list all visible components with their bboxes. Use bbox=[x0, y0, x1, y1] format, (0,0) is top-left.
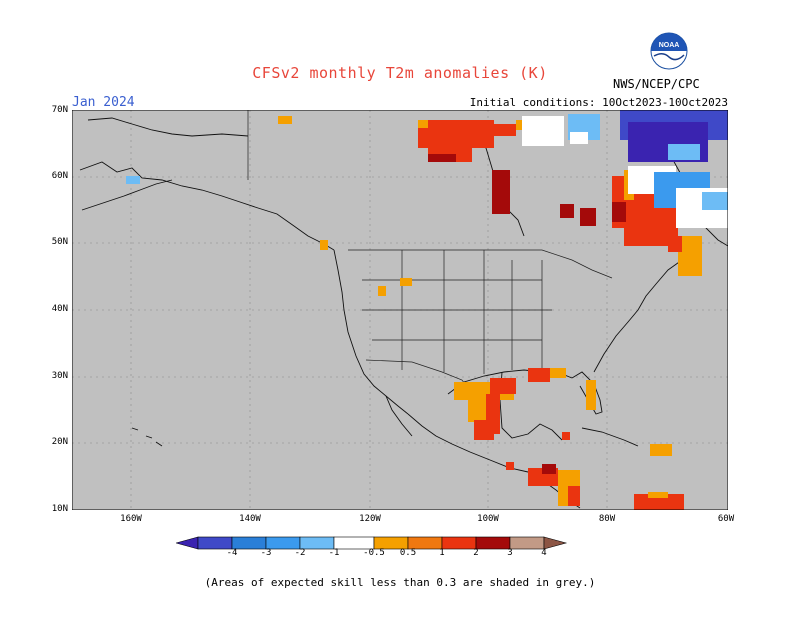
anomaly-cold bbox=[126, 110, 728, 228]
colorbar-tick-label: -0.5 bbox=[363, 548, 385, 558]
colorbar-tick-label: 0.5 bbox=[399, 548, 417, 558]
svg-text:NOAA: NOAA bbox=[659, 42, 680, 49]
x-tick-label: 60W bbox=[717, 514, 735, 524]
colorbar-low-extend bbox=[176, 536, 199, 550]
anomaly-warm bbox=[278, 116, 702, 510]
forecast-month: Jan 2024 bbox=[72, 95, 135, 110]
y-tick-label: 70N bbox=[51, 105, 68, 115]
colorbar-segment bbox=[441, 536, 477, 550]
colorbar-tick-label: -2 bbox=[294, 548, 306, 558]
colorbar bbox=[176, 536, 568, 550]
agency-label: NWS/NCEP/CPC bbox=[613, 77, 700, 91]
x-tick-label: 120W bbox=[359, 514, 381, 524]
colorbar-tick-label: -3 bbox=[260, 548, 272, 558]
x-tick-label: 140W bbox=[239, 514, 261, 524]
anomaly-map bbox=[72, 110, 728, 510]
y-tick-label: 50N bbox=[51, 237, 68, 247]
colorbar-segment bbox=[475, 536, 511, 550]
x-tick-label: 160W bbox=[120, 514, 142, 524]
y-tick-label: 60N bbox=[51, 171, 68, 181]
y-tick-label: 40N bbox=[51, 304, 68, 314]
colorbar-segment bbox=[509, 536, 545, 550]
skill-note: (Areas of expected skill less than 0.3 a… bbox=[204, 576, 596, 589]
y-tick-label: 10N bbox=[51, 504, 68, 514]
colorbar-tick-label: 4 bbox=[541, 548, 547, 558]
noaa-logo: NOAA bbox=[650, 32, 688, 70]
political-borders bbox=[247, 110, 613, 395]
colorbar-high-extend bbox=[543, 536, 568, 550]
colorbar-tick-label: -4 bbox=[226, 548, 238, 558]
map-title: CFSv2 monthly T2m anomalies (K) bbox=[252, 64, 548, 82]
y-tick-label: 20N bbox=[51, 437, 68, 447]
x-tick-label: 100W bbox=[477, 514, 499, 524]
colorbar-tick-label: 2 bbox=[473, 548, 479, 558]
x-tick-label: 80W bbox=[598, 514, 616, 524]
colorbar-tick-label: 3 bbox=[507, 548, 513, 558]
initial-conditions: Initial conditions: 10Oct2023-10Oct2023 bbox=[469, 96, 728, 109]
colorbar-tick-label: -1 bbox=[328, 548, 340, 558]
y-tick-label: 30N bbox=[51, 371, 68, 381]
colorbar-tick-label: 1 bbox=[439, 548, 445, 558]
